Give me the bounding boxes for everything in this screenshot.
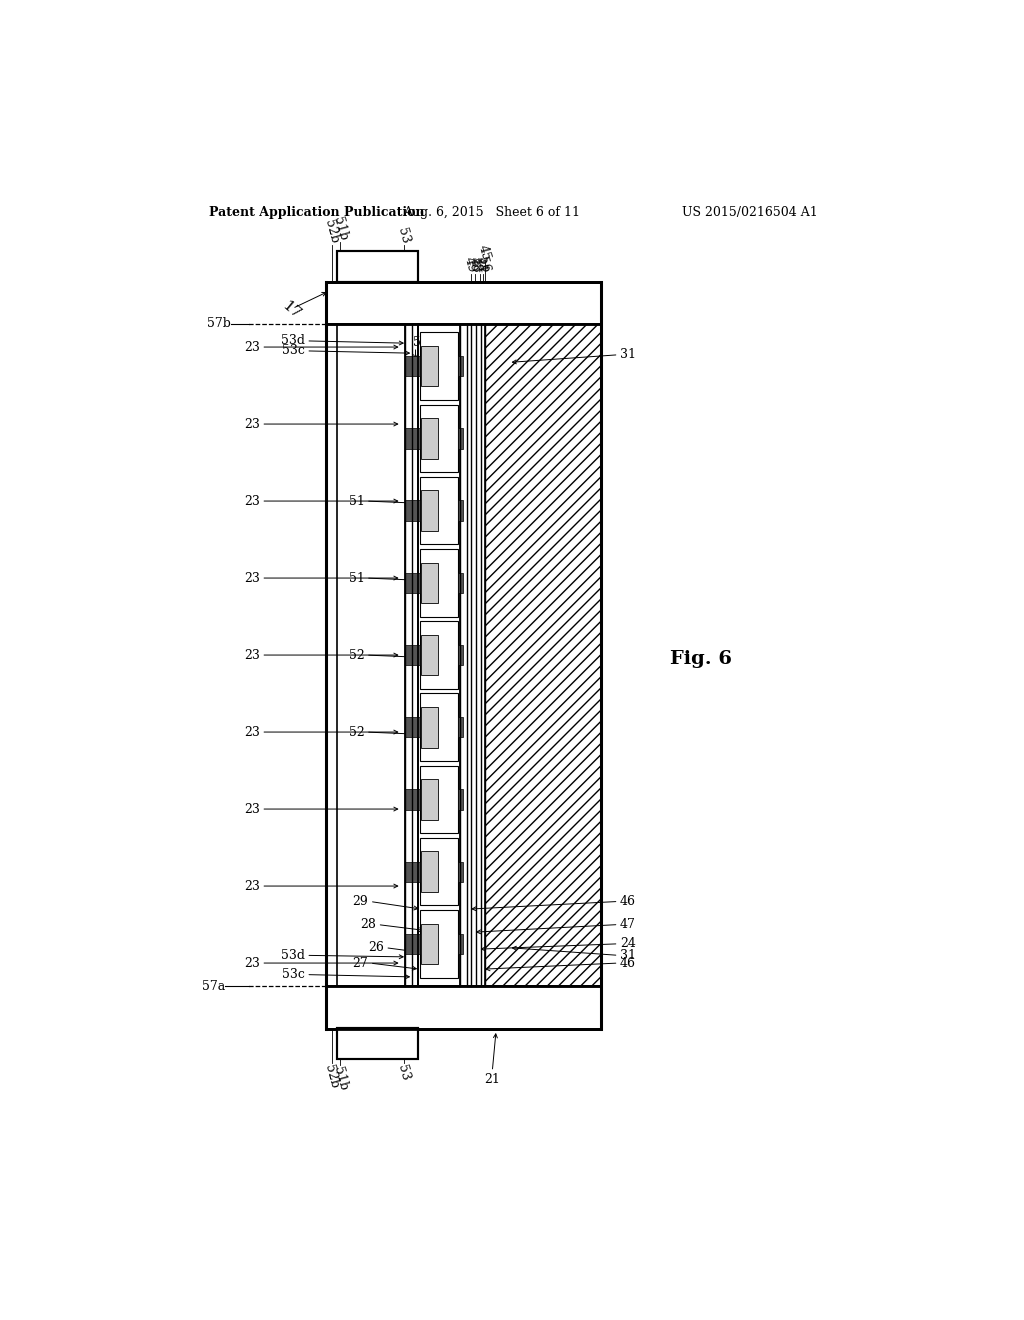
Bar <box>337 251 418 282</box>
Text: 29: 29 <box>352 895 369 908</box>
Text: 49: 49 <box>462 255 479 275</box>
Text: 51: 51 <box>348 495 365 508</box>
Text: Patent Application Publication: Patent Application Publication <box>209 206 425 219</box>
Text: 52b: 52b <box>323 218 341 244</box>
Bar <box>420 838 458 906</box>
Bar <box>337 1028 418 1059</box>
Bar <box>421 418 438 459</box>
Text: 57a: 57a <box>202 979 225 993</box>
Bar <box>406 933 420 954</box>
Bar <box>420 405 458 473</box>
Bar <box>420 693 458 762</box>
Text: Fig. 6: Fig. 6 <box>671 649 732 668</box>
Bar <box>337 323 406 986</box>
Bar <box>421 708 438 747</box>
Bar <box>421 635 438 676</box>
Bar <box>406 862 420 882</box>
Bar <box>420 477 458 544</box>
Bar <box>326 986 601 1028</box>
Text: 17: 17 <box>280 298 303 322</box>
Bar <box>420 622 458 689</box>
Bar <box>420 909 458 978</box>
Bar <box>420 766 458 833</box>
Text: 27: 27 <box>352 957 369 970</box>
Text: 23: 23 <box>244 341 260 354</box>
Bar <box>406 717 420 738</box>
Bar <box>458 356 463 376</box>
Bar <box>338 252 417 281</box>
Bar <box>458 862 463 882</box>
Text: US 2015/0216504 A1: US 2015/0216504 A1 <box>682 206 818 219</box>
Bar <box>406 573 420 593</box>
Text: 51b: 51b <box>331 1065 350 1092</box>
Bar <box>326 986 601 1028</box>
Bar <box>337 1028 418 1059</box>
Text: 46: 46 <box>621 895 636 908</box>
Bar <box>458 428 463 449</box>
Text: 23: 23 <box>244 957 260 970</box>
Bar <box>406 789 420 809</box>
Text: 52b: 52b <box>323 1063 341 1089</box>
Text: 28: 28 <box>360 917 376 931</box>
Text: 23: 23 <box>244 803 260 816</box>
Bar <box>458 573 463 593</box>
Bar <box>406 645 420 665</box>
Text: 23: 23 <box>244 879 260 892</box>
Bar <box>458 645 463 665</box>
Text: 45: 45 <box>476 244 493 263</box>
Bar <box>421 346 438 387</box>
Bar <box>406 356 420 376</box>
Text: 51: 51 <box>348 572 365 585</box>
Bar <box>458 789 463 809</box>
Bar <box>458 717 463 738</box>
Text: 23: 23 <box>244 495 260 508</box>
Bar <box>406 428 420 449</box>
Text: 24: 24 <box>621 937 636 950</box>
Text: 53: 53 <box>395 1063 413 1082</box>
Text: 23: 23 <box>244 572 260 585</box>
Bar <box>338 1028 417 1059</box>
Text: 23: 23 <box>244 648 260 661</box>
Bar <box>420 333 458 400</box>
Bar <box>421 779 438 820</box>
Text: 44: 44 <box>471 255 488 275</box>
Bar <box>406 500 420 521</box>
Text: 52: 52 <box>348 648 365 661</box>
Text: 53c: 53c <box>282 968 305 981</box>
Bar <box>421 851 438 892</box>
Text: 48: 48 <box>467 255 483 275</box>
Text: 26: 26 <box>368 941 384 954</box>
Bar <box>418 323 461 986</box>
Text: 23: 23 <box>244 726 260 739</box>
Text: 53d: 53d <box>281 949 305 962</box>
Bar <box>485 323 601 986</box>
Bar <box>421 924 438 964</box>
Bar <box>326 281 601 323</box>
Text: 46: 46 <box>621 957 636 970</box>
Text: 21: 21 <box>484 1073 500 1086</box>
Text: 47: 47 <box>621 917 636 931</box>
Bar <box>420 549 458 616</box>
Text: 31: 31 <box>621 348 636 362</box>
Bar <box>458 933 463 954</box>
Bar <box>337 987 600 1028</box>
Text: 53c: 53c <box>414 335 436 348</box>
Bar <box>337 282 600 323</box>
Bar <box>421 562 438 603</box>
Text: 31: 31 <box>621 949 636 962</box>
Text: 53: 53 <box>395 226 413 244</box>
Bar <box>458 500 463 521</box>
Bar <box>337 251 418 281</box>
Text: 52: 52 <box>348 726 365 739</box>
Bar <box>326 281 601 323</box>
Text: 57b: 57b <box>207 317 231 330</box>
Text: 53c: 53c <box>282 345 305 358</box>
Text: 53d: 53d <box>281 334 305 347</box>
Bar <box>421 490 438 531</box>
Text: 23: 23 <box>244 417 260 430</box>
Text: 56: 56 <box>474 255 492 275</box>
Text: Aug. 6, 2015   Sheet 6 of 11: Aug. 6, 2015 Sheet 6 of 11 <box>403 206 581 219</box>
Text: 51b: 51b <box>331 215 350 242</box>
